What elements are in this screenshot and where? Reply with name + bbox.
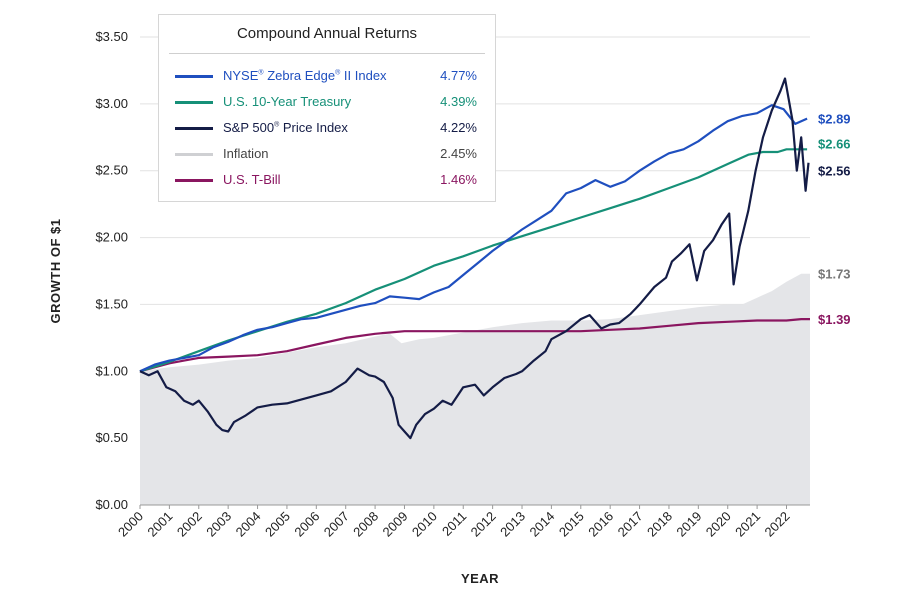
x-tick-label: 2012 <box>468 509 499 540</box>
y-tick-label: $2.50 <box>95 163 128 178</box>
legend-swatch <box>175 101 213 104</box>
series-line-0 <box>139 104 808 373</box>
x-tick-label: 2004 <box>233 509 264 540</box>
x-tick-label: 2009 <box>380 509 411 540</box>
y-tick-label: $0.00 <box>95 497 128 512</box>
legend-label: U.S. T-Bill <box>223 172 281 187</box>
legend-label-text: Zebra Edge <box>263 68 336 83</box>
x-tick-label: 2006 <box>291 509 322 540</box>
legend-label: U.S. 10-Year Treasury <box>223 94 351 109</box>
x-tick-label: 2022 <box>762 509 793 540</box>
y-tick-label: $0.50 <box>95 430 128 445</box>
legend-label-text: NYSE <box>223 68 259 83</box>
legend-entry: S&P 500® Price Index 4.22% <box>175 119 477 139</box>
y-tick-label: $2.00 <box>95 230 128 245</box>
x-tick-label: 2017 <box>615 509 646 540</box>
legend-label: Inflation <box>223 146 269 161</box>
x-tick-label: 2020 <box>703 509 734 540</box>
legend-entry: NYSE® Zebra Edge® II Index 4.77% <box>175 67 477 87</box>
legend-label-text: S&P 500 <box>223 120 275 135</box>
end-label-3: $1.73 <box>818 267 851 282</box>
legend-value: 1.46% <box>440 172 477 187</box>
legend-label-text: U.S. T-Bill <box>223 172 281 187</box>
series-line-4 <box>139 318 810 373</box>
legend-divider <box>169 53 485 54</box>
legend-entry: U.S. T-Bill 1.46% <box>175 171 477 191</box>
x-tick-label: 2015 <box>556 509 587 540</box>
legend-label-text: Inflation <box>223 146 269 161</box>
x-tick-label: 2008 <box>350 509 381 540</box>
legend-label-superscript: ® <box>274 121 280 129</box>
x-tick-label: 2014 <box>526 509 557 540</box>
y-tick-label: $3.00 <box>95 96 128 111</box>
legend-value: 4.39% <box>440 94 477 109</box>
x-tick-label: 2000 <box>115 509 146 540</box>
x-tick-label: 2019 <box>673 509 704 540</box>
end-label-1: $2.66 <box>818 136 851 151</box>
legend-label-text: II Index <box>340 68 387 83</box>
x-tick-label: 2018 <box>644 509 675 540</box>
legend-label-superscript: ® <box>258 69 264 77</box>
x-tick-label: 2011 <box>439 509 469 539</box>
legend: Compound Annual Returns NYSE® Zebra Edge… <box>158 14 496 202</box>
y-tick-label: $3.50 <box>95 29 128 44</box>
y-tick-label: $1.00 <box>95 363 128 378</box>
legend-value: 4.77% <box>440 68 477 83</box>
series-area-3 <box>140 273 810 505</box>
x-tick-label: 2016 <box>585 509 616 540</box>
legend-label-text: U.S. 10-Year Treasury <box>223 94 352 109</box>
legend-entry: U.S. 10-Year Treasury 4.39% <box>175 93 477 113</box>
legend-label-text: Price Index <box>279 120 348 135</box>
end-label-4: $1.39 <box>818 312 851 327</box>
x-axis-title: YEAR <box>461 571 499 586</box>
x-tick-label: 2003 <box>203 509 234 540</box>
end-label-0: $2.89 <box>818 112 851 127</box>
x-tick-label: 2005 <box>262 509 293 540</box>
legend-swatch <box>175 75 213 78</box>
legend-label: NYSE® Zebra Edge® II Index <box>223 68 387 83</box>
series-line-2 <box>139 77 810 440</box>
y-axis-title: GROWTH OF $1 <box>48 219 63 324</box>
legend-swatch <box>175 179 213 182</box>
legend-title: Compound Annual Returns <box>236 25 418 42</box>
legend-label-superscript: ® <box>335 69 341 77</box>
x-tick-label: 2007 <box>321 509 352 540</box>
legend-value: 4.22% <box>440 120 477 135</box>
x-tick-label: 2021 <box>732 509 763 540</box>
legend-label: S&P 500® Price Index <box>223 120 348 135</box>
legend-swatch <box>175 153 213 156</box>
legend-value: 2.45% <box>440 146 477 161</box>
legend-swatch <box>175 127 213 130</box>
legend-entry: Inflation 2.45% <box>175 145 477 165</box>
x-tick-label: 2002 <box>174 509 205 540</box>
y-tick-label: $1.50 <box>95 296 128 311</box>
x-tick-label: 2013 <box>497 509 528 540</box>
end-label-2: $2.56 <box>818 164 851 179</box>
x-tick-label: 2001 <box>144 509 175 540</box>
x-tick-label: 2010 <box>409 509 440 540</box>
